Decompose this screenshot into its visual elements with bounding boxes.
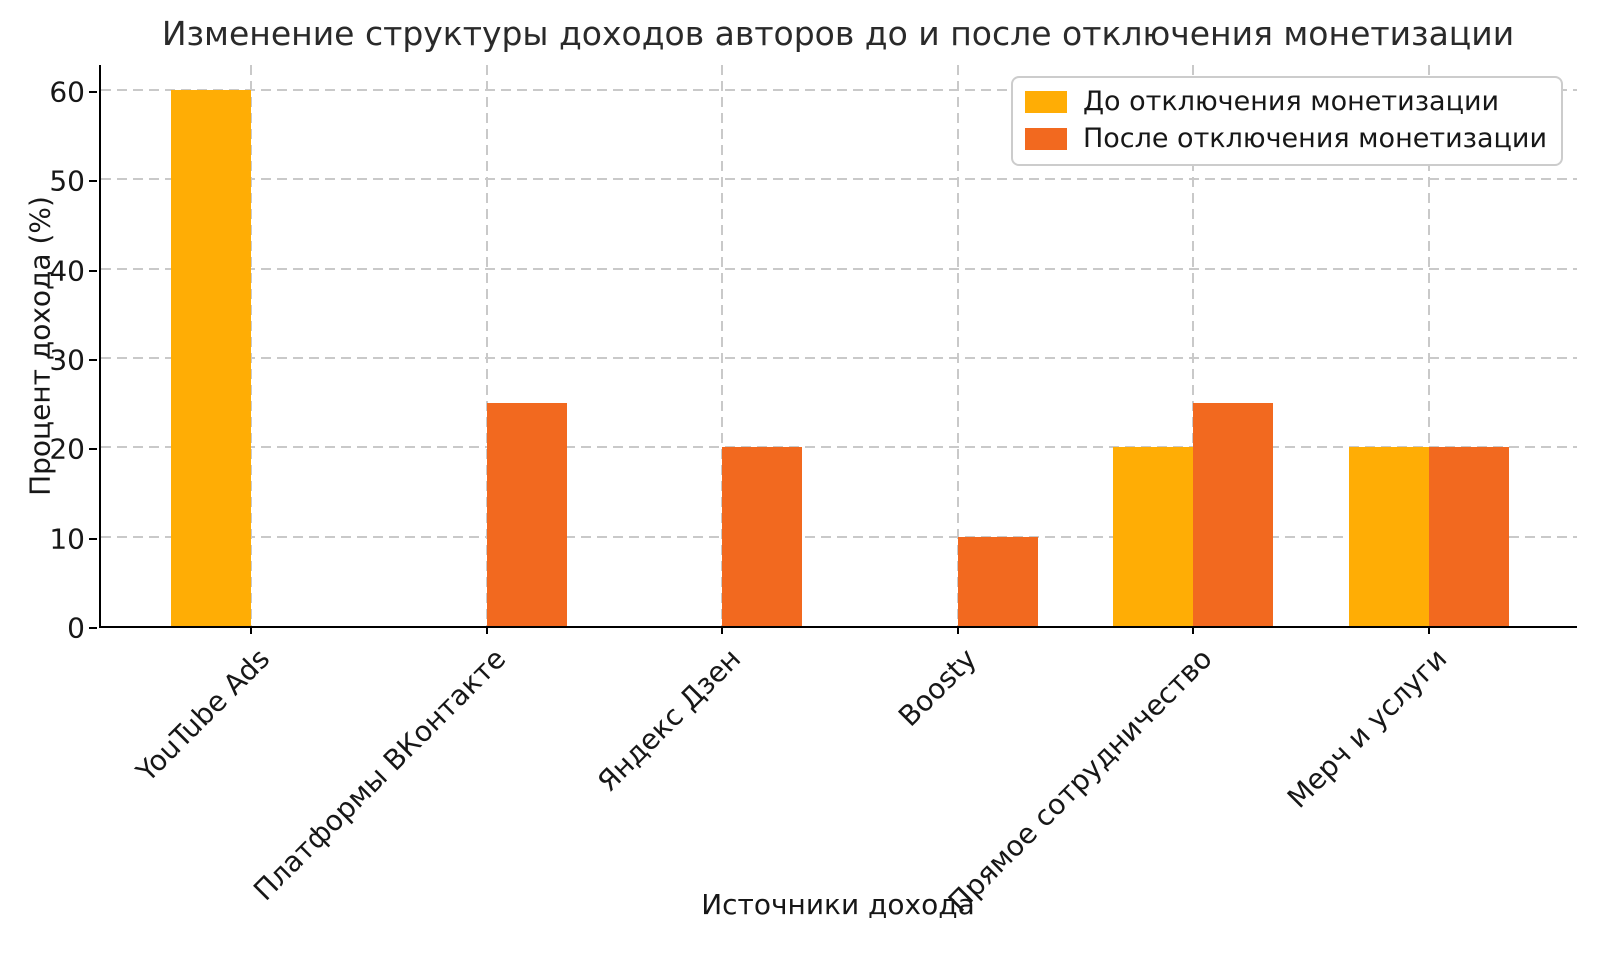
x-tick-label: Яндекс Дзен (591, 642, 748, 799)
gridline-horizontal (101, 88, 1577, 91)
gridline-vertical (721, 65, 723, 626)
legend-item-before: До отключения монетизации (1024, 86, 1547, 117)
gridline-horizontal (101, 178, 1577, 181)
chart-title: Изменение структуры доходов авторов до и… (161, 14, 1515, 53)
legend-label-after: После отключения монетизации (1082, 123, 1547, 154)
x-tick-mark (1192, 626, 1194, 634)
gridline-vertical (956, 65, 959, 626)
bar-after (1193, 402, 1273, 626)
x-tick-label: Платформы ВКонтакте (246, 642, 512, 908)
y-tick-mark (89, 627, 97, 629)
gridline-vertical (250, 65, 252, 626)
x-tick-label: Прямое сотрудничество (941, 642, 1219, 919)
bar-after (1428, 447, 1509, 626)
x-tick-label: Boosty (891, 642, 983, 733)
gridline-horizontal (101, 535, 1577, 538)
legend-swatch-after-icon (1024, 127, 1067, 150)
x-tick-mark (721, 626, 723, 634)
y-tick-label: 30 (49, 343, 85, 377)
gridline-horizontal (101, 356, 1577, 359)
legend: До отключения монетизации После отключен… (1010, 76, 1563, 166)
y-tick-mark (89, 448, 97, 451)
y-tick-label: 10 (49, 522, 85, 556)
bar-after (957, 536, 1038, 626)
y-tick-mark (89, 358, 97, 361)
bar-before (171, 89, 251, 626)
bar-before (1113, 447, 1193, 626)
bar-after (486, 402, 567, 626)
y-tick-mark (89, 180, 97, 183)
x-tick-label: YouTube Ads (130, 642, 277, 789)
gridline-vertical (1427, 65, 1430, 626)
x-tick-mark (485, 626, 488, 634)
x-tick-mark (250, 626, 252, 634)
gridline-horizontal (101, 446, 1577, 449)
x-axis-label: Источники дохода (701, 888, 975, 921)
y-tick-mark (89, 269, 97, 272)
x-tick-mark (956, 626, 959, 634)
bar-before (1348, 447, 1429, 626)
y-tick-label: 50 (49, 164, 85, 198)
x-tick-mark (1427, 626, 1430, 634)
legend-item-after: После отключения монетизации (1024, 123, 1547, 154)
x-tick-label: Мерч и услуги (1281, 642, 1454, 815)
gridline-vertical (485, 65, 488, 626)
y-tick-label: 20 (49, 432, 85, 466)
gridline-vertical (1192, 65, 1194, 626)
legend-label-before: До отключения монетизации (1082, 86, 1500, 117)
y-tick-label: 40 (49, 254, 85, 288)
legend-swatch-before-icon (1024, 90, 1067, 113)
y-tick-mark (89, 90, 97, 93)
y-tick-label: 60 (49, 75, 85, 109)
y-tick-label: 0 (67, 611, 85, 645)
plot-area (99, 65, 1577, 634)
y-tick-mark (89, 537, 97, 540)
bar-after (722, 447, 802, 626)
gridline-horizontal (101, 267, 1577, 270)
